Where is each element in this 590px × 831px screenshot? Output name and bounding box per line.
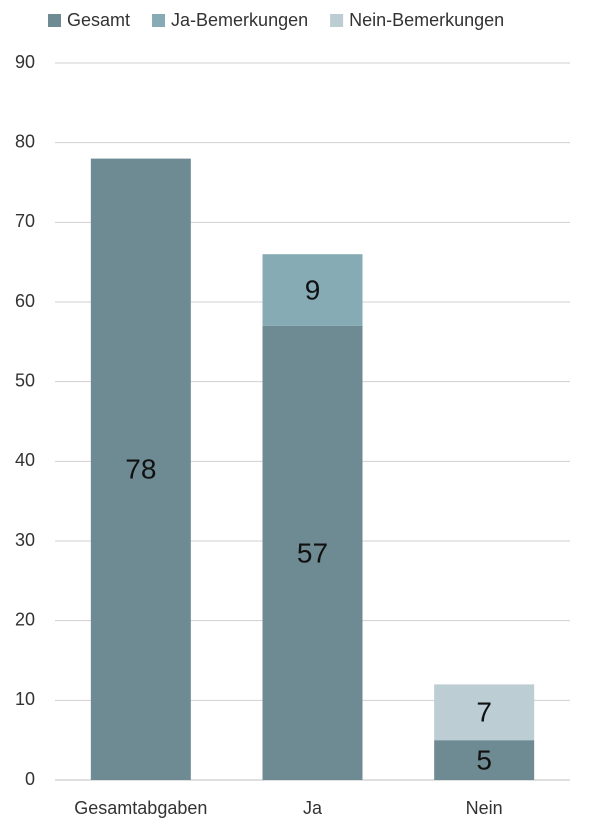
x-tick-label: Ja	[303, 798, 323, 818]
legend-label: Gesamt	[67, 10, 130, 30]
y-tick-label: 0	[25, 769, 35, 789]
y-tick-label: 30	[15, 530, 35, 550]
y-tick-label: 50	[15, 370, 35, 390]
y-tick-label: 80	[15, 131, 35, 151]
legend-swatch	[48, 14, 61, 27]
value-label: 5	[476, 744, 492, 775]
y-tick-label: 40	[15, 450, 35, 470]
legend-swatch	[152, 14, 166, 27]
y-tick-label: 90	[15, 52, 35, 72]
bar-segment	[262, 254, 363, 326]
legend-label: Nein-Bemerkungen	[349, 10, 504, 30]
x-tick-label: Nein	[466, 798, 503, 818]
bar-segment	[262, 325, 363, 780]
value-label: 7	[476, 697, 492, 728]
bar-segment	[434, 740, 535, 780]
bar-segment	[90, 158, 191, 781]
y-tick-label: 70	[15, 211, 35, 231]
y-tick-label: 60	[15, 291, 35, 311]
y-tick-label: 20	[15, 609, 35, 629]
value-label: 9	[305, 274, 321, 305]
x-tick-label: Gesamtabgaben	[74, 798, 207, 818]
bar-segment	[434, 684, 535, 741]
legend-swatch	[330, 14, 344, 27]
value-label: 78	[125, 454, 156, 485]
value-label: 57	[297, 537, 328, 568]
legend-label: Ja-Bemerkungen	[171, 10, 308, 30]
y-tick-label: 10	[15, 689, 35, 709]
